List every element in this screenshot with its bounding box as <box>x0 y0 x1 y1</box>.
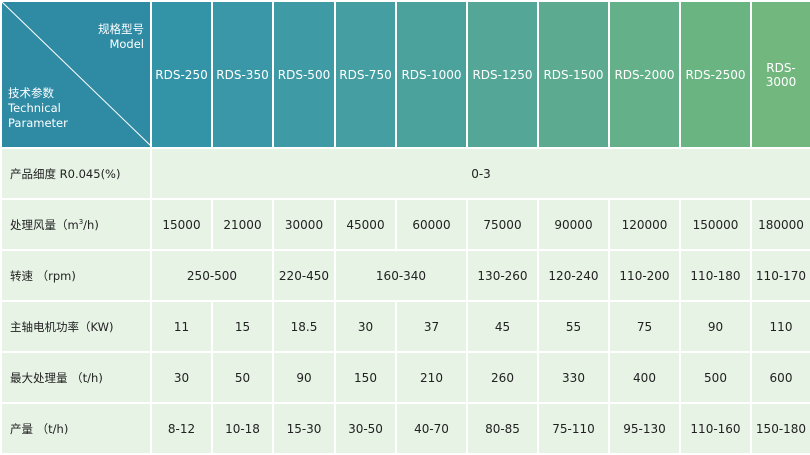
table-cell: 75000 <box>466 198 539 251</box>
table-cell: 45 <box>466 300 539 353</box>
header-row: 规格型号 Model 技术参数 Technical Parameter RDS-… <box>0 0 810 149</box>
table-cell: 130-260 <box>466 249 539 302</box>
table-cell: 21000 <box>211 198 274 251</box>
table-cell: 95-130 <box>608 402 681 455</box>
table-cell: 30000 <box>272 198 336 251</box>
table-row-air-volume: 处理风量（m3/h) 15000 21000 30000 45000 60000… <box>0 198 810 251</box>
model-column-header: RDS-250 <box>150 0 213 149</box>
row-label: 产量 （t/h) <box>0 402 152 455</box>
table-cell: 30 <box>334 300 397 353</box>
model-column-header: RDS-1000 <box>395 0 468 149</box>
table-cell: 110-180 <box>679 249 752 302</box>
model-column-header: RDS-1250 <box>466 0 539 149</box>
model-column-header: RDS-350 <box>211 0 274 149</box>
table-cell: 120-240 <box>537 249 610 302</box>
param-header: 技术参数 Technical Parameter <box>8 86 68 131</box>
table-cell: 110-170 <box>750 249 810 302</box>
table-cell: 11 <box>150 300 213 353</box>
table-cell: 37 <box>395 300 468 353</box>
row-label: 最大处理量 （t/h) <box>0 351 152 404</box>
table-cell: 400 <box>608 351 681 404</box>
table-cell: 180000 <box>750 198 810 251</box>
model-header-cn: 规格型号 <box>98 22 144 36</box>
table-cell: 110 <box>750 300 810 353</box>
row-label: 产品细度 R0.045(%) <box>0 147 152 200</box>
model-column-header: RDS-1500 <box>537 0 610 149</box>
model-header: 规格型号 Model <box>98 22 144 52</box>
table-cell: 60000 <box>395 198 468 251</box>
corner-header-cell: 规格型号 Model 技术参数 Technical Parameter <box>0 0 152 149</box>
table-cell: 8-12 <box>150 402 213 455</box>
table-cell: 0-3 <box>150 147 810 200</box>
row-label: 主轴电机功率（KW) <box>0 300 152 353</box>
table-cell: 10-18 <box>211 402 274 455</box>
table-cell: 250-500 <box>150 249 274 302</box>
table-cell: 220-450 <box>272 249 336 302</box>
table-cell: 15-30 <box>272 402 336 455</box>
model-column-header: RDS-750 <box>334 0 397 149</box>
air-label-pre: 处理风量（m <box>10 217 79 232</box>
model-column-header: RDS-2500 <box>679 0 752 149</box>
diagonal-divider <box>2 2 152 147</box>
table-cell: 150 <box>334 351 397 404</box>
param-header-cn: 技术参数 <box>8 86 54 100</box>
table-cell: 110-200 <box>608 249 681 302</box>
table-cell: 90000 <box>537 198 610 251</box>
table-cell: 18.5 <box>272 300 336 353</box>
table-cell: 15000 <box>150 198 213 251</box>
table-cell: 210 <box>395 351 468 404</box>
table-row-speed: 转速 （rpm) 250-500 220-450 160-340 130-260… <box>0 249 810 302</box>
row-label: 转速 （rpm) <box>0 249 152 302</box>
table-cell: 150-180 <box>750 402 810 455</box>
table-cell: 45000 <box>334 198 397 251</box>
row-label: 处理风量（m3/h) <box>0 198 152 251</box>
table-cell: 120000 <box>608 198 681 251</box>
model-column-header: RDS-2000 <box>608 0 681 149</box>
table-cell: 30-50 <box>334 402 397 455</box>
table-cell: 55 <box>537 300 610 353</box>
table-cell: 330 <box>537 351 610 404</box>
air-label-sup: 3 <box>78 217 84 226</box>
model-column-header: RDS-3000 <box>750 0 810 149</box>
table-row-fineness: 产品细度 R0.045(%) 0-3 <box>0 147 810 200</box>
table-cell: 90 <box>679 300 752 353</box>
table-cell: 150000 <box>679 198 752 251</box>
table-cell: 30 <box>150 351 213 404</box>
table-cell: 160-340 <box>334 249 468 302</box>
table-cell: 40-70 <box>395 402 468 455</box>
table-cell: 500 <box>679 351 752 404</box>
table-cell: 110-160 <box>679 402 752 455</box>
param-header-en-2: Parameter <box>8 116 68 130</box>
param-header-en-1: Technical <box>8 101 61 115</box>
table-cell: 260 <box>466 351 539 404</box>
model-header-en: Model <box>109 37 144 51</box>
table-cell: 90 <box>272 351 336 404</box>
table-row-power: 主轴电机功率（KW) 11 15 18.5 30 37 45 55 75 90 … <box>0 300 810 353</box>
table-cell: 75-110 <box>537 402 610 455</box>
table-cell: 80-85 <box>466 402 539 455</box>
table-cell: 15 <box>211 300 274 353</box>
air-label-post: /h) <box>83 217 99 232</box>
table-cell: 600 <box>750 351 810 404</box>
table-cell: 50 <box>211 351 274 404</box>
table-row-output: 产量 （t/h) 8-12 10-18 15-30 30-50 40-70 80… <box>0 402 810 455</box>
table-row-max-capacity: 最大处理量 （t/h) 30 50 90 150 210 260 330 400… <box>0 351 810 404</box>
model-column-header: RDS-500 <box>272 0 336 149</box>
table-cell: 75 <box>608 300 681 353</box>
